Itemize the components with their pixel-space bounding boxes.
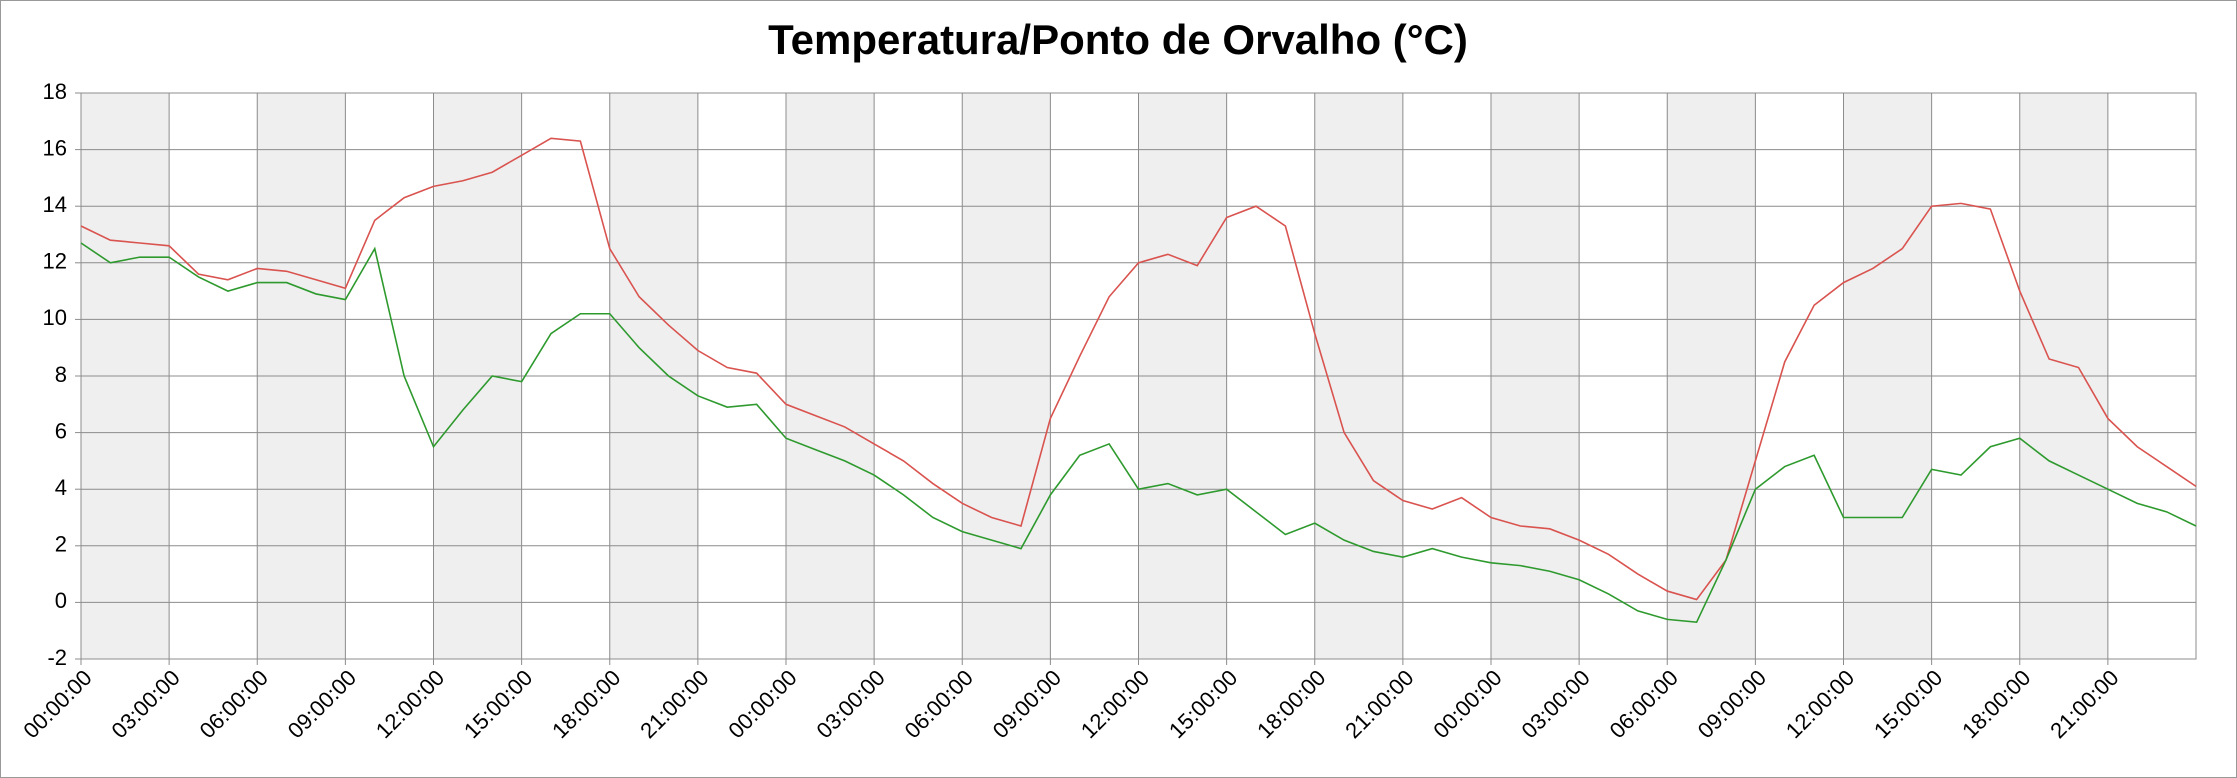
y-tick-label: -2 [47,645,67,670]
y-tick-label: 10 [43,305,67,330]
y-tick-label: 0 [55,588,67,613]
y-tick-label: 4 [55,475,67,500]
series-line [80,242,2197,624]
y-tick-label: 2 [55,532,67,557]
y-tick-label: 16 [43,135,67,160]
chart-title: Temperatura/Ponto de Orvalho (°C) [768,16,1468,63]
y-tick-label: 8 [55,362,67,387]
series-line [80,137,2197,601]
y-tick-label: 18 [43,79,67,104]
y-tick-label: 6 [55,418,67,443]
lines [80,137,2197,624]
y-tick-label: 14 [43,192,67,217]
plot-frame [80,92,2197,660]
y-tick-label: 12 [43,249,67,274]
